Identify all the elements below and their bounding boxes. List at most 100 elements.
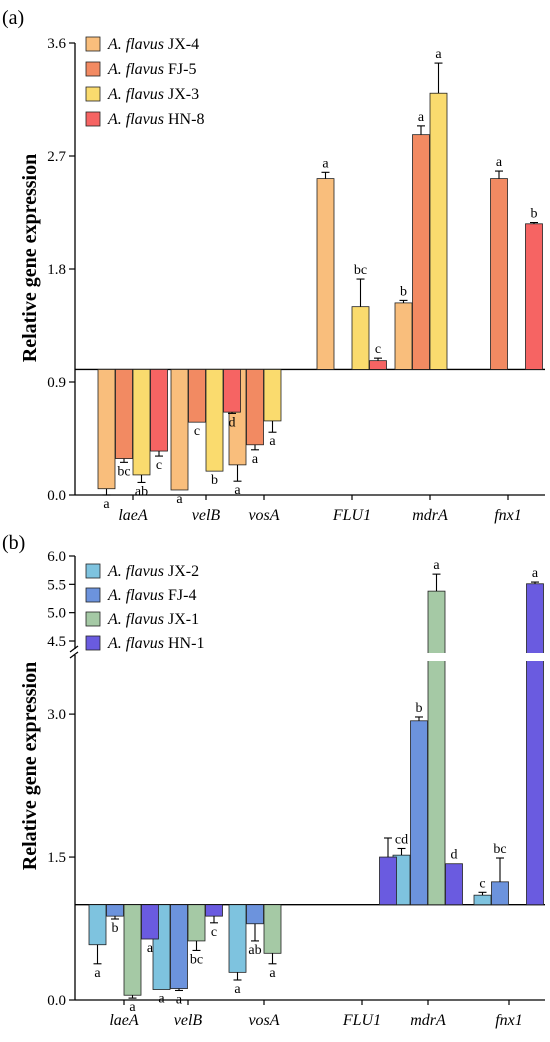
bar xyxy=(141,904,159,940)
bar xyxy=(491,881,509,906)
legend-swatch xyxy=(85,563,101,579)
panel-label: (a) xyxy=(2,7,24,29)
legend-label: A. flavus JX-1 xyxy=(107,611,199,628)
x-tick-label: fnx1 xyxy=(494,507,522,524)
significance-letter: bc xyxy=(493,842,506,857)
significance-letter: a xyxy=(496,155,503,170)
y-tick-label: 1.8 xyxy=(47,262,66,278)
bar xyxy=(473,894,492,906)
legend-strain: JX-3 xyxy=(164,86,199,103)
x-tick-label: mdrA xyxy=(412,507,448,524)
y-tick-label: 3.6 xyxy=(47,36,66,52)
legend-swatch xyxy=(85,36,101,52)
x-tick-label: velB xyxy=(174,1012,203,1029)
y-tick-label: 4.5 xyxy=(47,634,66,650)
significance-letter: b xyxy=(400,284,407,299)
legend-label: A. flavus FJ-5 xyxy=(107,61,196,78)
legend-swatch xyxy=(85,86,101,102)
bar xyxy=(123,904,142,996)
bar xyxy=(526,583,544,906)
y-axis-label: Relative gene expression xyxy=(19,154,41,363)
bar xyxy=(115,369,133,459)
significance-letter: c xyxy=(194,424,200,439)
y-tick-label: 0.9 xyxy=(47,375,66,391)
significance-letter: c xyxy=(211,925,217,940)
significance-letter: a xyxy=(433,558,440,573)
significance-letter: ab xyxy=(248,943,261,958)
bar xyxy=(205,904,223,917)
legend-swatch xyxy=(85,61,101,77)
axis-break-mark xyxy=(69,651,79,659)
legend-species: A. flavus xyxy=(107,36,164,53)
significance-letter: a xyxy=(176,992,183,1007)
x-tick-label: laeA xyxy=(118,507,148,524)
legend-species: A. flavus xyxy=(107,563,164,580)
significance-letter: b xyxy=(211,473,218,488)
legend-species: A. flavus xyxy=(107,61,164,78)
bar xyxy=(263,369,282,422)
legend-label: A. flavus FJ-4 xyxy=(107,587,196,604)
bar xyxy=(97,369,116,490)
y-tick-label: 5.5 xyxy=(47,577,66,593)
significance-letter: b xyxy=(416,701,423,716)
legend-strain: FJ-4 xyxy=(164,587,196,604)
significance-letter: a xyxy=(103,497,110,512)
bar xyxy=(379,856,397,906)
x-tick-label: FLU1 xyxy=(342,1012,381,1029)
legend-label: A. flavus HN-8 xyxy=(107,111,204,128)
bar xyxy=(106,904,124,917)
bar xyxy=(150,369,168,452)
y-tick-label: 6.0 xyxy=(47,549,66,565)
legend-label: A. flavus JX-4 xyxy=(107,36,199,53)
significance-letter: a xyxy=(322,156,329,171)
significance-letter: bc xyxy=(117,464,130,479)
significance-letter: ab xyxy=(135,484,148,499)
significance-letter: bc xyxy=(190,952,203,967)
legend-swatch xyxy=(85,587,101,603)
legend-species: A. flavus xyxy=(107,611,164,628)
bar xyxy=(525,223,543,370)
significance-letter: c xyxy=(156,458,162,473)
y-axis-label: Relative gene expression xyxy=(19,662,41,871)
x-tick-label: laeA xyxy=(109,1012,139,1029)
significance-letter: a xyxy=(418,110,425,125)
significance-letter: d xyxy=(229,415,236,430)
significance-letter: a xyxy=(252,452,259,467)
bar xyxy=(170,904,188,989)
significance-letter: a xyxy=(234,982,241,997)
bar xyxy=(187,904,206,942)
y-tick-label: 0.0 xyxy=(47,488,66,504)
x-tick-label: vosA xyxy=(248,507,279,524)
legend-label: A. flavus JX-2 xyxy=(107,563,199,580)
bar xyxy=(410,720,428,906)
axis-break-mark xyxy=(69,645,79,653)
y-tick-label: 3.0 xyxy=(47,707,66,723)
x-tick-label: FLU1 xyxy=(332,507,371,524)
significance-letter: a xyxy=(94,966,101,981)
significance-letter: a xyxy=(129,1000,136,1015)
significance-letter: a xyxy=(269,434,276,449)
bar xyxy=(351,306,370,370)
x-tick-label: mdrA xyxy=(410,1012,446,1029)
x-tick-label: vosA xyxy=(248,1012,279,1029)
significance-letter: cd xyxy=(395,832,408,847)
significance-letter: a xyxy=(269,966,276,981)
significance-letter: b xyxy=(112,921,119,936)
legend-strain: JX-1 xyxy=(164,611,199,628)
significance-letter: d xyxy=(451,848,458,863)
significance-letter: a xyxy=(147,941,154,956)
significance-letter: b xyxy=(531,207,538,222)
legend-species: A. flavus xyxy=(107,111,164,128)
bar xyxy=(132,369,151,476)
bar xyxy=(427,590,446,906)
y-tick-label: 0.0 xyxy=(47,993,66,1009)
bar xyxy=(188,369,206,423)
legend-strain: HN-8 xyxy=(164,111,204,128)
y-tick-label: 2.7 xyxy=(47,149,66,165)
legend-swatch xyxy=(85,111,101,127)
legend-strain: HN-1 xyxy=(164,635,204,652)
panel-label: (b) xyxy=(2,532,25,554)
legend-strain: JX-2 xyxy=(164,563,199,580)
bar xyxy=(394,302,413,370)
